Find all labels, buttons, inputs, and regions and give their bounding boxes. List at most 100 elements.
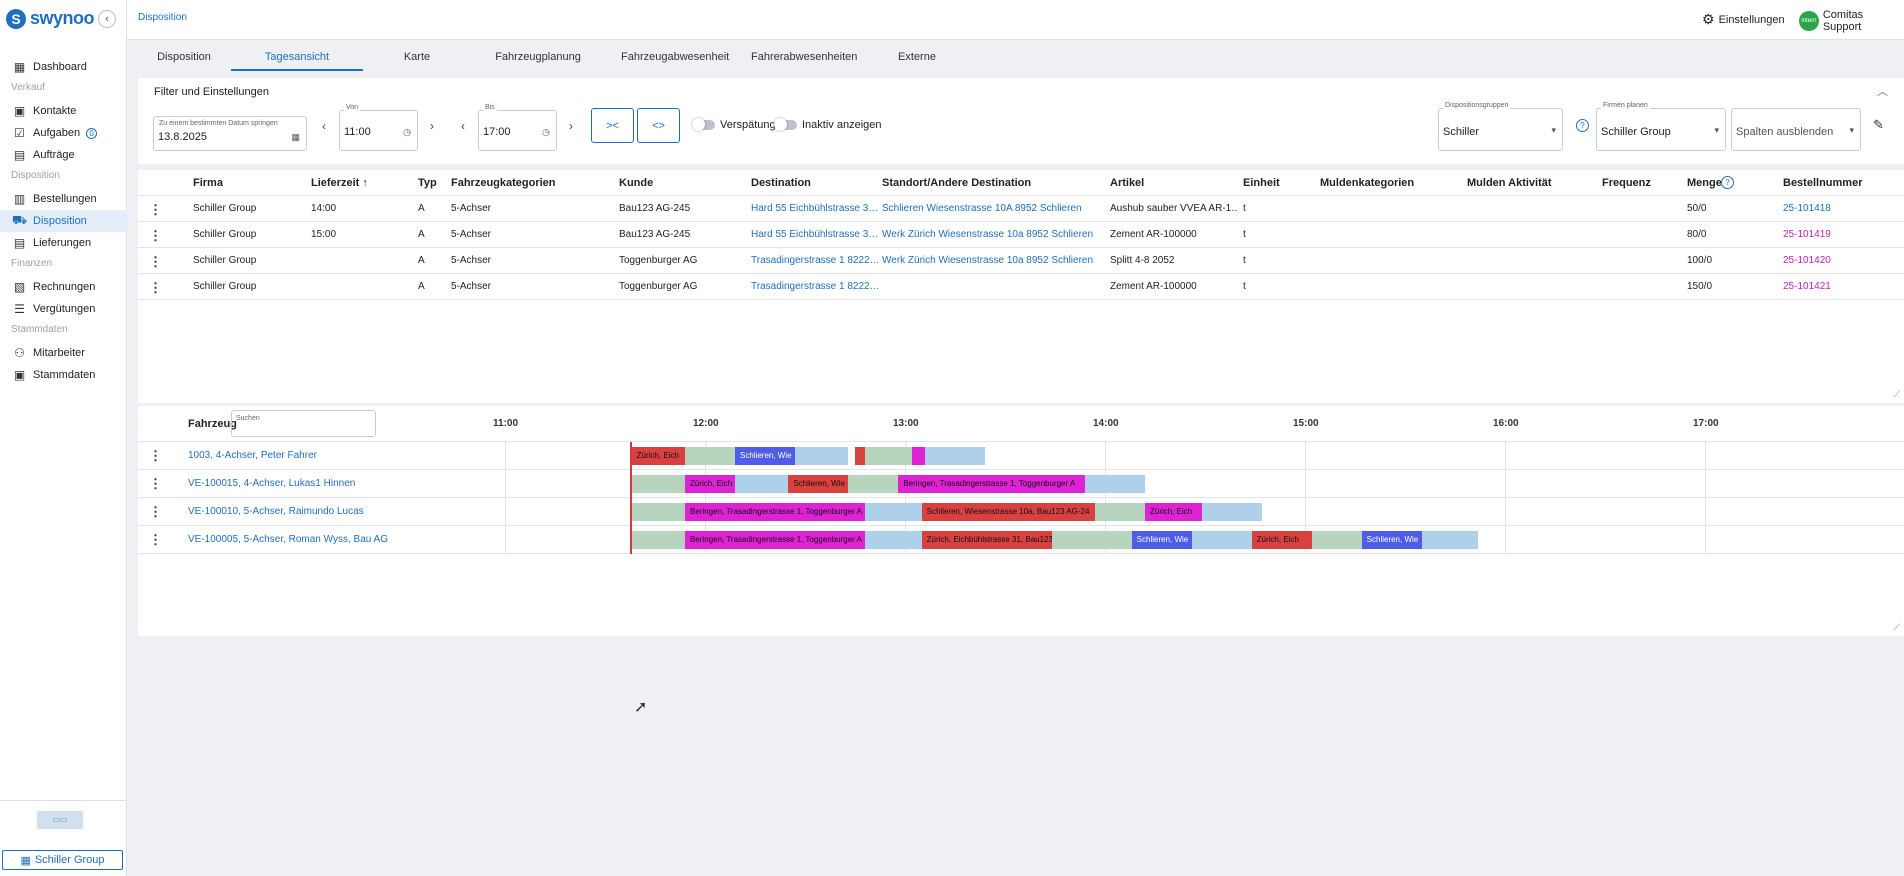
timeline-segment[interactable]	[795, 447, 849, 465]
inactive-switch[interactable]	[774, 118, 797, 131]
timeline-segment[interactable]	[631, 475, 685, 493]
chevron-up-icon[interactable]: ︿	[1877, 86, 1888, 98]
clock-icon[interactable]: ◷	[542, 127, 550, 137]
inactive-toggle[interactable]: Inaktiv anzeigen	[774, 118, 882, 131]
vehicle-search-input[interactable]: Suchen	[231, 410, 376, 437]
column-header-destination[interactable]: Destination	[751, 177, 811, 189]
column-header-bestellnummer[interactable]: Bestellnummer	[1783, 177, 1863, 189]
sidebar-item-vergütungen[interactable]: ☰ Vergütungen	[0, 298, 127, 320]
companies-select[interactable]: Firmen planen Schiller Group ▾	[1596, 102, 1726, 151]
edit-pencil-icon[interactable]: ✎	[1873, 117, 1884, 132]
column-header-standort-andere-destination[interactable]: Standort/Andere Destination	[882, 177, 1032, 189]
sidebar-item-bestellungen[interactable]: ▥ Bestellungen	[0, 188, 127, 210]
timeline-segment[interactable]	[1191, 531, 1252, 549]
timeline-segment[interactable]: Zürich, Eichbühlstrasse 31, Bau123 AG-24…	[921, 531, 1052, 549]
timeline-segment[interactable]: Schlieren, Wie	[1361, 531, 1422, 549]
tab-fahrzeugplanung[interactable]: Fahrzeugplanung	[495, 51, 581, 63]
prev-from-arrow[interactable]: ‹	[322, 119, 326, 133]
column-header-einheit[interactable]: Einheit	[1243, 177, 1280, 189]
column-header-firma[interactable]: Firma	[193, 177, 223, 189]
delay-switch[interactable]	[692, 118, 715, 131]
timeline-segment[interactable]	[848, 475, 899, 493]
column-header-lieferzeit[interactable]: Lieferzeit ↑	[311, 177, 368, 189]
timeline-segment[interactable]: Schlieren, Wie	[788, 475, 849, 493]
clock-icon[interactable]: ◷	[403, 127, 411, 137]
from-time-field[interactable]: Von 11:00 ◷	[339, 104, 418, 151]
timeline-segment[interactable]	[735, 475, 789, 493]
table-row[interactable]: ⋮ Schiller Group A 5-Achser Toggenburger AG T…	[138, 248, 1904, 274]
sidebar-item-disposition[interactable]: ⛟ Disposition	[0, 210, 127, 232]
cell-dest[interactable]: Trasadingerstrasse 1 8222…	[751, 281, 879, 292]
vehicle-row[interactable]: ⋮ VE-100010, 5-Achser, Raimundo Lucas Beri…	[138, 498, 1904, 526]
resize-handle-icon[interactable]: ⟋	[1893, 622, 1900, 632]
table-row[interactable]: ⋮ Schiller Group 14:00 A 5-Achser Bau123 AG-2…	[138, 196, 1904, 222]
user-menu[interactable]: intern Comitas Support	[1799, 9, 1904, 33]
column-header-fahrzeugkategorien[interactable]: Fahrzeugkategorien	[451, 177, 556, 189]
more-vert-icon[interactable]: ⋮	[149, 254, 162, 269]
timeline-segment[interactable]	[1201, 503, 1262, 521]
sidebar-item-aufträge[interactable]: ▤ Aufträge	[0, 144, 127, 166]
tab-fahrzeugabwesenheit[interactable]: Fahrzeugabwesenheit	[621, 51, 730, 63]
timeline-segment[interactable]: Schlieren, Wiesenstrasse 10a, Bau123 AG-…	[921, 503, 1095, 521]
more-vert-icon[interactable]: ⋮	[149, 476, 162, 491]
column-header-menge[interactable]: Menge	[1687, 177, 1722, 189]
sidebar-collapse-button[interactable]: ‹	[98, 10, 116, 28]
tab-externe-fahrzeuge[interactable]: Externe Fahrzeuge	[891, 51, 944, 89]
disposition-groups-select[interactable]: Dispositionsgruppen Schiller ▾	[1438, 102, 1563, 151]
tab-tagesansicht[interactable]: Tagesansicht	[231, 44, 363, 71]
settings-button[interactable]: ⚙ Einstellungen	[1702, 11, 1785, 28]
sidebar-item-lieferungen[interactable]: ▤ Lieferungen	[0, 232, 127, 254]
sidebar-item-stammdaten[interactable]: ▣ Stammdaten	[0, 364, 127, 386]
zoom-out-button[interactable]: <>	[637, 108, 680, 143]
next-to-arrow[interactable]: ›	[569, 119, 573, 133]
sidebar-item-rechnungen[interactable]: ▧ Rechnungen	[0, 276, 127, 298]
timeline-segment[interactable]	[1085, 475, 1145, 493]
hide-columns-select[interactable]: Spalten ausblenden ▾	[1731, 108, 1861, 151]
timeline-segment[interactable]	[911, 447, 925, 465]
timeline-segment[interactable]	[1311, 531, 1362, 549]
vehicle-row[interactable]: ⋮ VE-100015, 4-Achser, Lukas1 Hinnen Züric…	[138, 470, 1904, 498]
timeline-segment[interactable]	[865, 503, 922, 521]
date-field[interactable]: Zu einem bestimmten Datum springen 13.8.…	[153, 116, 307, 151]
more-vert-icon[interactable]: ⋮	[149, 228, 162, 243]
timeline-segment[interactable]	[1095, 503, 1145, 521]
tab-karte[interactable]: Karte	[403, 51, 431, 63]
timeline-segment[interactable]: Zürich, Eich	[1145, 503, 1202, 521]
sidebar-item-dashboard[interactable]: ▦ Dashboard	[0, 56, 127, 78]
delay-toggle[interactable]: Verspätung	[692, 118, 776, 131]
more-vert-icon[interactable]: ⋮	[149, 504, 162, 519]
vehicle-name[interactable]: 1003, 4-Achser, Peter Fahrer	[188, 450, 317, 461]
next-from-arrow[interactable]: ›	[430, 119, 434, 133]
timeline-segment[interactable]	[855, 447, 865, 465]
timeline-segment[interactable]	[685, 447, 735, 465]
column-header-artikel[interactable]: Artikel	[1110, 177, 1145, 189]
vehicle-row[interactable]: ⋮ VE-100005, 5-Achser, Roman Wyss, Bau AG…	[138, 526, 1904, 554]
cell-bestellnummer[interactable]: 25-101421	[1783, 281, 1831, 292]
timeline-segment[interactable]: Beringen, Trasadingerstrasse 1, Toggenbu…	[898, 475, 1085, 493]
timeline-segment[interactable]: Zürich, Eich	[631, 447, 685, 465]
help-icon[interactable]: ?	[1721, 176, 1734, 189]
breadcrumb[interactable]: Disposition	[138, 12, 187, 23]
table-row[interactable]: ⋮ Schiller Group 15:00 A 5-Achser Bau123 AG-2…	[138, 222, 1904, 248]
tab-fahrerabwesenheiten[interactable]: Fahrerabwesenheiten	[751, 51, 858, 63]
resize-handle-icon[interactable]: ⟋	[1893, 389, 1900, 399]
cell-dest[interactable]: Hard 55 Eichbühlstrasse 3…	[751, 229, 879, 240]
sidebar-item-kontakte[interactable]: ▣ Kontakte	[0, 100, 127, 122]
column-header-typ[interactable]: Typ	[418, 177, 437, 189]
more-vert-icon[interactable]: ⋮	[149, 448, 162, 463]
timeline-segment[interactable]	[1051, 531, 1132, 549]
column-header-muldenkategorien[interactable]: Muldenkategorien	[1320, 177, 1415, 189]
calendar-icon[interactable]: ▦	[291, 132, 300, 142]
more-vert-icon[interactable]: ⋮	[149, 532, 162, 547]
timeline-segment[interactable]	[1421, 531, 1479, 549]
cell-bestellnummer[interactable]: 25-101420	[1783, 255, 1831, 266]
cell-standort[interactable]: Schlieren Wiesenstrasse 10A 8952 Schlier…	[882, 203, 1082, 214]
cell-bestellnummer[interactable]: 25-101418	[1783, 203, 1831, 214]
table-row[interactable]: ⋮ Schiller Group A 5-Achser Toggenburger AG T…	[138, 274, 1904, 300]
timeline-segment[interactable]: Schlieren, Wie	[735, 447, 795, 465]
sidebar-item-mitarbeiter[interactable]: ⚇ Mitarbeiter	[0, 342, 127, 364]
more-vert-icon[interactable]: ⋮	[149, 202, 162, 217]
more-vert-icon[interactable]: ⋮	[149, 280, 162, 295]
cell-dest[interactable]: Trasadingerstrasse 1 8222…	[751, 255, 879, 266]
timeline-segment[interactable]: Zürich, Eich	[1251, 531, 1312, 549]
